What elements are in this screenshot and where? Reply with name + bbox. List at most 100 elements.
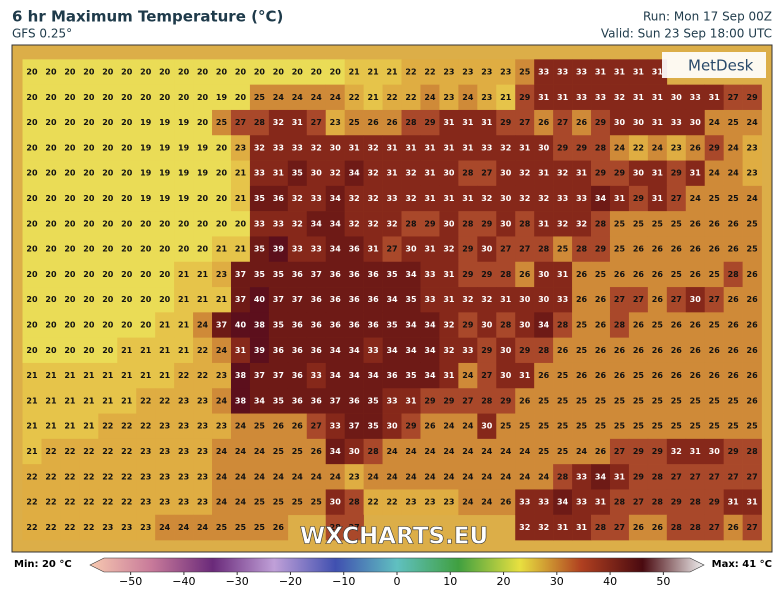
temperature-cell xyxy=(628,59,649,85)
temperature-cell xyxy=(553,489,573,516)
temperature-cell xyxy=(249,135,270,161)
temperature-cell xyxy=(534,109,554,136)
temperature-value: 37 xyxy=(273,295,284,304)
temperature-value: 26 xyxy=(690,143,702,152)
temperature-value: 25 xyxy=(254,523,266,532)
temperature-value: 21 xyxy=(83,371,95,380)
temperature-cell xyxy=(458,261,478,288)
temperature-cell xyxy=(41,413,61,440)
temperature-value: 20 xyxy=(140,295,152,304)
temperature-value: 23 xyxy=(140,523,151,532)
temperature-value: 23 xyxy=(330,118,341,127)
temperature-cell xyxy=(22,287,42,313)
temperature-cell xyxy=(117,464,137,490)
temperature-cell xyxy=(609,287,630,313)
temperature-cell xyxy=(685,109,706,136)
temperature-value: 19 xyxy=(216,93,228,102)
temperature-cell xyxy=(60,211,80,237)
temperature-value: 24 xyxy=(652,143,664,152)
temperature-cell xyxy=(193,438,213,465)
temperature-value: 21 xyxy=(45,396,57,405)
temperature-cell xyxy=(704,84,724,111)
temperature-cell xyxy=(155,312,175,338)
temperature-value: 25 xyxy=(273,498,285,507)
temperature-cell xyxy=(609,109,630,136)
temperature-value: 26 xyxy=(614,346,626,355)
temperature-value: 36 xyxy=(349,295,361,304)
temperature-cell xyxy=(723,135,743,161)
temperature-value: 27 xyxy=(386,245,397,254)
temperature-cell xyxy=(249,84,270,111)
temperature-cell xyxy=(363,84,383,111)
temperature-cell xyxy=(439,160,459,187)
temperature-value: 36 xyxy=(273,346,285,355)
temperature-cell xyxy=(193,413,213,440)
temperature-cell xyxy=(306,413,327,440)
temperature-cell xyxy=(647,438,668,465)
temperature-value: 31 xyxy=(462,143,474,152)
temperature-value: 29 xyxy=(633,472,645,481)
temperature-value: 20 xyxy=(159,219,171,228)
temperature-cell xyxy=(325,84,345,111)
temperature-cell xyxy=(268,59,289,85)
temperature-cell xyxy=(609,236,630,263)
temperature-cell xyxy=(591,135,611,161)
temperature-value: 34 xyxy=(405,346,417,355)
temperature-cell xyxy=(515,84,535,111)
temperature-value: 26 xyxy=(576,118,588,127)
temperature-value: 31 xyxy=(557,270,569,279)
temperature-cell xyxy=(628,464,649,490)
temperature-value: 25 xyxy=(576,422,588,431)
temperature-cell xyxy=(420,464,440,490)
temperature-value: 33 xyxy=(557,194,568,203)
temperature-cell xyxy=(136,438,156,465)
temperature-cell xyxy=(287,109,308,136)
temperature-value: 20 xyxy=(140,321,152,330)
temperature-cell xyxy=(515,337,535,364)
temperature-value: 30 xyxy=(519,295,531,304)
temperature-value: 22 xyxy=(633,143,644,152)
temperature-value: 26 xyxy=(595,321,607,330)
temperature-cell xyxy=(534,362,554,389)
temperature-value: 20 xyxy=(26,194,38,203)
temperature-value: 26 xyxy=(500,498,512,507)
temperature-value: 33 xyxy=(462,346,473,355)
temperature-value: 23 xyxy=(443,68,454,77)
temperature-value: 32 xyxy=(292,194,303,203)
temperature-value: 23 xyxy=(178,396,189,405)
temperature-cell xyxy=(268,185,289,212)
temperature-value: 25 xyxy=(557,447,569,456)
temperature-cell xyxy=(420,337,440,364)
temperature-cell xyxy=(325,337,345,364)
temperature-value: 23 xyxy=(178,447,189,456)
temperature-value: 23 xyxy=(178,498,189,507)
temperature-cell xyxy=(609,514,630,541)
temperature-value: 20 xyxy=(45,270,57,279)
temperature-value: 32 xyxy=(349,219,360,228)
temperature-cell xyxy=(22,59,42,85)
temperature-value: 20 xyxy=(216,219,228,228)
temperature-value: 28 xyxy=(481,396,493,405)
temperature-cell xyxy=(22,413,42,440)
temperature-cell xyxy=(572,261,592,288)
temperature-cell xyxy=(268,160,289,187)
temperature-value: 31 xyxy=(235,346,247,355)
temperature-value: 30 xyxy=(690,118,702,127)
temperature-cell xyxy=(458,337,478,364)
temperature-cell xyxy=(230,489,251,516)
temperature-value: 21 xyxy=(26,447,38,456)
temperature-value: 32 xyxy=(349,194,360,203)
temperature-cell xyxy=(306,236,327,263)
temperature-cell xyxy=(572,160,592,187)
temperature-value: 34 xyxy=(330,447,342,456)
temperature-cell xyxy=(704,514,724,541)
temperature-cell xyxy=(553,413,573,440)
temperature-cell xyxy=(496,489,516,516)
temperature-value: 29 xyxy=(614,169,626,178)
temperature-cell xyxy=(382,135,402,161)
temperature-value: 20 xyxy=(235,93,247,102)
temperature-value: 21 xyxy=(140,371,152,380)
temperature-value: 35 xyxy=(386,321,398,330)
temperature-cell xyxy=(193,109,213,136)
temperature-cell xyxy=(363,287,383,313)
